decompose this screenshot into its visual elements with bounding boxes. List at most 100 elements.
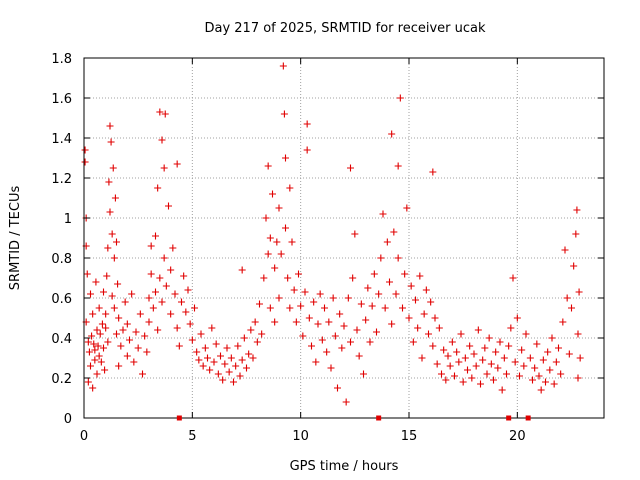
data-point xyxy=(297,302,305,310)
data-point xyxy=(160,164,168,172)
data-point xyxy=(420,310,428,318)
data-points xyxy=(81,62,584,406)
data-point xyxy=(97,358,105,366)
data-point xyxy=(470,350,478,358)
data-point xyxy=(227,354,235,362)
data-point xyxy=(574,374,582,382)
data-point xyxy=(505,342,513,350)
x-tick-label: 0 xyxy=(80,429,88,444)
data-point xyxy=(121,298,129,306)
data-point xyxy=(90,340,98,348)
data-point xyxy=(95,352,103,360)
data-point xyxy=(100,344,107,352)
data-point xyxy=(295,270,302,278)
data-point xyxy=(161,110,169,118)
data-point xyxy=(143,348,151,356)
data-point xyxy=(126,336,133,344)
data-point xyxy=(107,138,115,146)
y-tick-label: 1.4 xyxy=(51,132,72,147)
data-point xyxy=(531,364,539,372)
data-point xyxy=(550,380,558,388)
data-point xyxy=(89,310,97,318)
data-point xyxy=(232,362,240,370)
data-point xyxy=(167,310,175,318)
plot-frame xyxy=(83,57,605,419)
data-point xyxy=(399,304,406,312)
data-point xyxy=(461,354,469,362)
data-point xyxy=(336,310,344,318)
data-point xyxy=(405,314,413,322)
data-point xyxy=(355,352,363,360)
data-point xyxy=(292,318,300,326)
data-point xyxy=(381,304,389,312)
data-point xyxy=(158,136,166,144)
data-point xyxy=(221,360,229,368)
data-point xyxy=(93,326,101,334)
data-point xyxy=(230,378,237,386)
data-point xyxy=(217,352,224,360)
data-point xyxy=(383,238,391,246)
data-point xyxy=(516,372,523,380)
data-point xyxy=(134,344,142,352)
data-point xyxy=(513,314,521,322)
data-point xyxy=(557,370,565,378)
data-point xyxy=(136,310,144,318)
data-point xyxy=(108,292,116,300)
data-point xyxy=(511,358,519,366)
y-axis-label: SRMTID / TECUs xyxy=(8,186,23,291)
data-point xyxy=(483,370,491,378)
data-point xyxy=(114,280,122,288)
data-point xyxy=(139,370,146,378)
data-point xyxy=(507,324,515,332)
y-tick-label: 0.4 xyxy=(51,332,72,347)
data-point xyxy=(182,308,190,316)
data-point xyxy=(214,370,222,378)
data-point xyxy=(347,164,354,172)
data-point xyxy=(288,238,296,246)
data-point xyxy=(271,318,279,326)
y-tick-label: 0.8 xyxy=(51,252,72,267)
y-tick-label: 1 xyxy=(64,212,72,227)
data-point xyxy=(96,330,104,338)
data-point xyxy=(563,294,571,302)
data-point xyxy=(275,294,283,302)
data-point xyxy=(310,298,318,306)
data-point xyxy=(219,376,227,384)
data-point xyxy=(279,62,287,70)
data-point xyxy=(362,316,370,324)
data-point xyxy=(95,304,103,312)
data-point xyxy=(162,282,170,290)
x-tick-label: 20 xyxy=(509,429,526,444)
data-point xyxy=(206,366,214,374)
data-point xyxy=(323,348,331,356)
data-point xyxy=(117,342,125,350)
data-point xyxy=(243,364,250,372)
data-point xyxy=(375,290,383,298)
data-point xyxy=(147,242,155,250)
data-point xyxy=(195,356,203,364)
data-point xyxy=(548,334,556,342)
gap-marker xyxy=(376,415,382,421)
data-point xyxy=(546,366,554,374)
data-point xyxy=(377,254,385,262)
data-point xyxy=(147,270,155,278)
data-point xyxy=(110,254,118,262)
x-tick-label: 10 xyxy=(292,429,309,444)
data-point xyxy=(273,238,281,246)
data-point xyxy=(316,290,324,298)
data-point xyxy=(351,230,359,238)
y-tick-label: 1.8 xyxy=(51,52,72,67)
data-point xyxy=(308,342,315,350)
data-point xyxy=(552,358,560,366)
data-point xyxy=(81,158,89,166)
data-point xyxy=(492,348,500,356)
y-tick-label: 0.2 xyxy=(51,372,72,387)
y-tick-label: 0.6 xyxy=(51,292,72,307)
data-point xyxy=(145,318,153,326)
data-point xyxy=(438,370,445,378)
data-point xyxy=(104,244,112,252)
data-point xyxy=(89,384,97,392)
data-point xyxy=(520,362,528,370)
data-point xyxy=(210,358,218,366)
